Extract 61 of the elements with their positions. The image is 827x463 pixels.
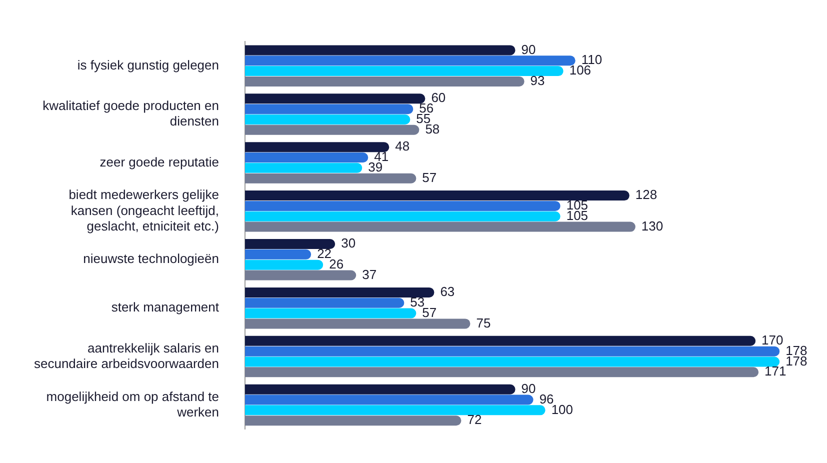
data-label: 130 — [641, 218, 664, 234]
data-label: 37 — [362, 266, 377, 282]
data-label: 90 — [521, 42, 536, 57]
bar — [245, 346, 780, 356]
bar — [245, 190, 630, 201]
bar — [245, 45, 516, 56]
bar — [245, 56, 576, 66]
y-tick-label: biedt medewerkers gelijke kansen (ongeacht leeftijd, geslacht, etniciteit etc.) — [68, 187, 219, 234]
y-tick-label: kwalitatief goede producten en diensten — [42, 98, 219, 129]
bar — [245, 66, 564, 76]
data-label: 170 — [762, 332, 784, 348]
bar — [245, 124, 420, 135]
bar — [245, 270, 356, 280]
bar — [245, 173, 416, 184]
data-label: 26 — [329, 256, 344, 272]
bar — [245, 249, 312, 260]
bar — [245, 287, 434, 298]
data-label: 171 — [764, 364, 786, 379]
bar — [245, 336, 756, 346]
bar — [245, 298, 404, 308]
data-label: 22 — [317, 246, 332, 261]
bar — [245, 384, 516, 394]
bar — [245, 142, 390, 152]
data-label: 96 — [539, 391, 554, 406]
bar — [245, 394, 534, 405]
bar — [245, 239, 336, 249]
bar — [245, 356, 780, 367]
y-tick-label: is fysiek gunstig gelegen — [77, 57, 219, 72]
bar — [245, 104, 414, 114]
bar — [245, 416, 462, 426]
data-label: 48 — [395, 138, 410, 154]
data-label: 63 — [440, 284, 455, 300]
data-label: 90 — [521, 380, 536, 396]
data-label: 72 — [467, 412, 482, 428]
data-label: 53 — [410, 294, 425, 310]
y-tick-label: aantrekkelijk salaris en secundaire arbeidsvoorwaarden — [34, 340, 219, 371]
data-label: 30 — [341, 236, 356, 251]
y-tick-label: mogelijkheid om op afstand te werken — [46, 388, 219, 420]
data-label: 106 — [569, 62, 592, 78]
y-tick-label: zeer goede reputatie — [100, 154, 219, 170]
y-tick-label: nieuwste technologieën — [83, 251, 219, 266]
bar — [245, 308, 416, 318]
bar — [245, 152, 368, 163]
bar — [245, 405, 546, 416]
bar — [245, 260, 324, 270]
data-label: 57 — [422, 170, 437, 185]
data-label: 75 — [476, 315, 491, 330]
bar — [245, 211, 560, 222]
bar — [245, 367, 759, 378]
bar — [245, 76, 524, 86]
data-label: 39 — [368, 160, 383, 175]
bar — [245, 94, 426, 104]
bar — [245, 162, 362, 173]
data-label: 93 — [530, 73, 545, 88]
bar — [245, 318, 470, 329]
bar — [245, 200, 560, 211]
y-tick-label: sterk management — [111, 300, 220, 315]
bar — [245, 222, 636, 232]
bar — [245, 114, 410, 124]
data-label: 60 — [431, 90, 446, 106]
data-label: 128 — [635, 187, 658, 202]
